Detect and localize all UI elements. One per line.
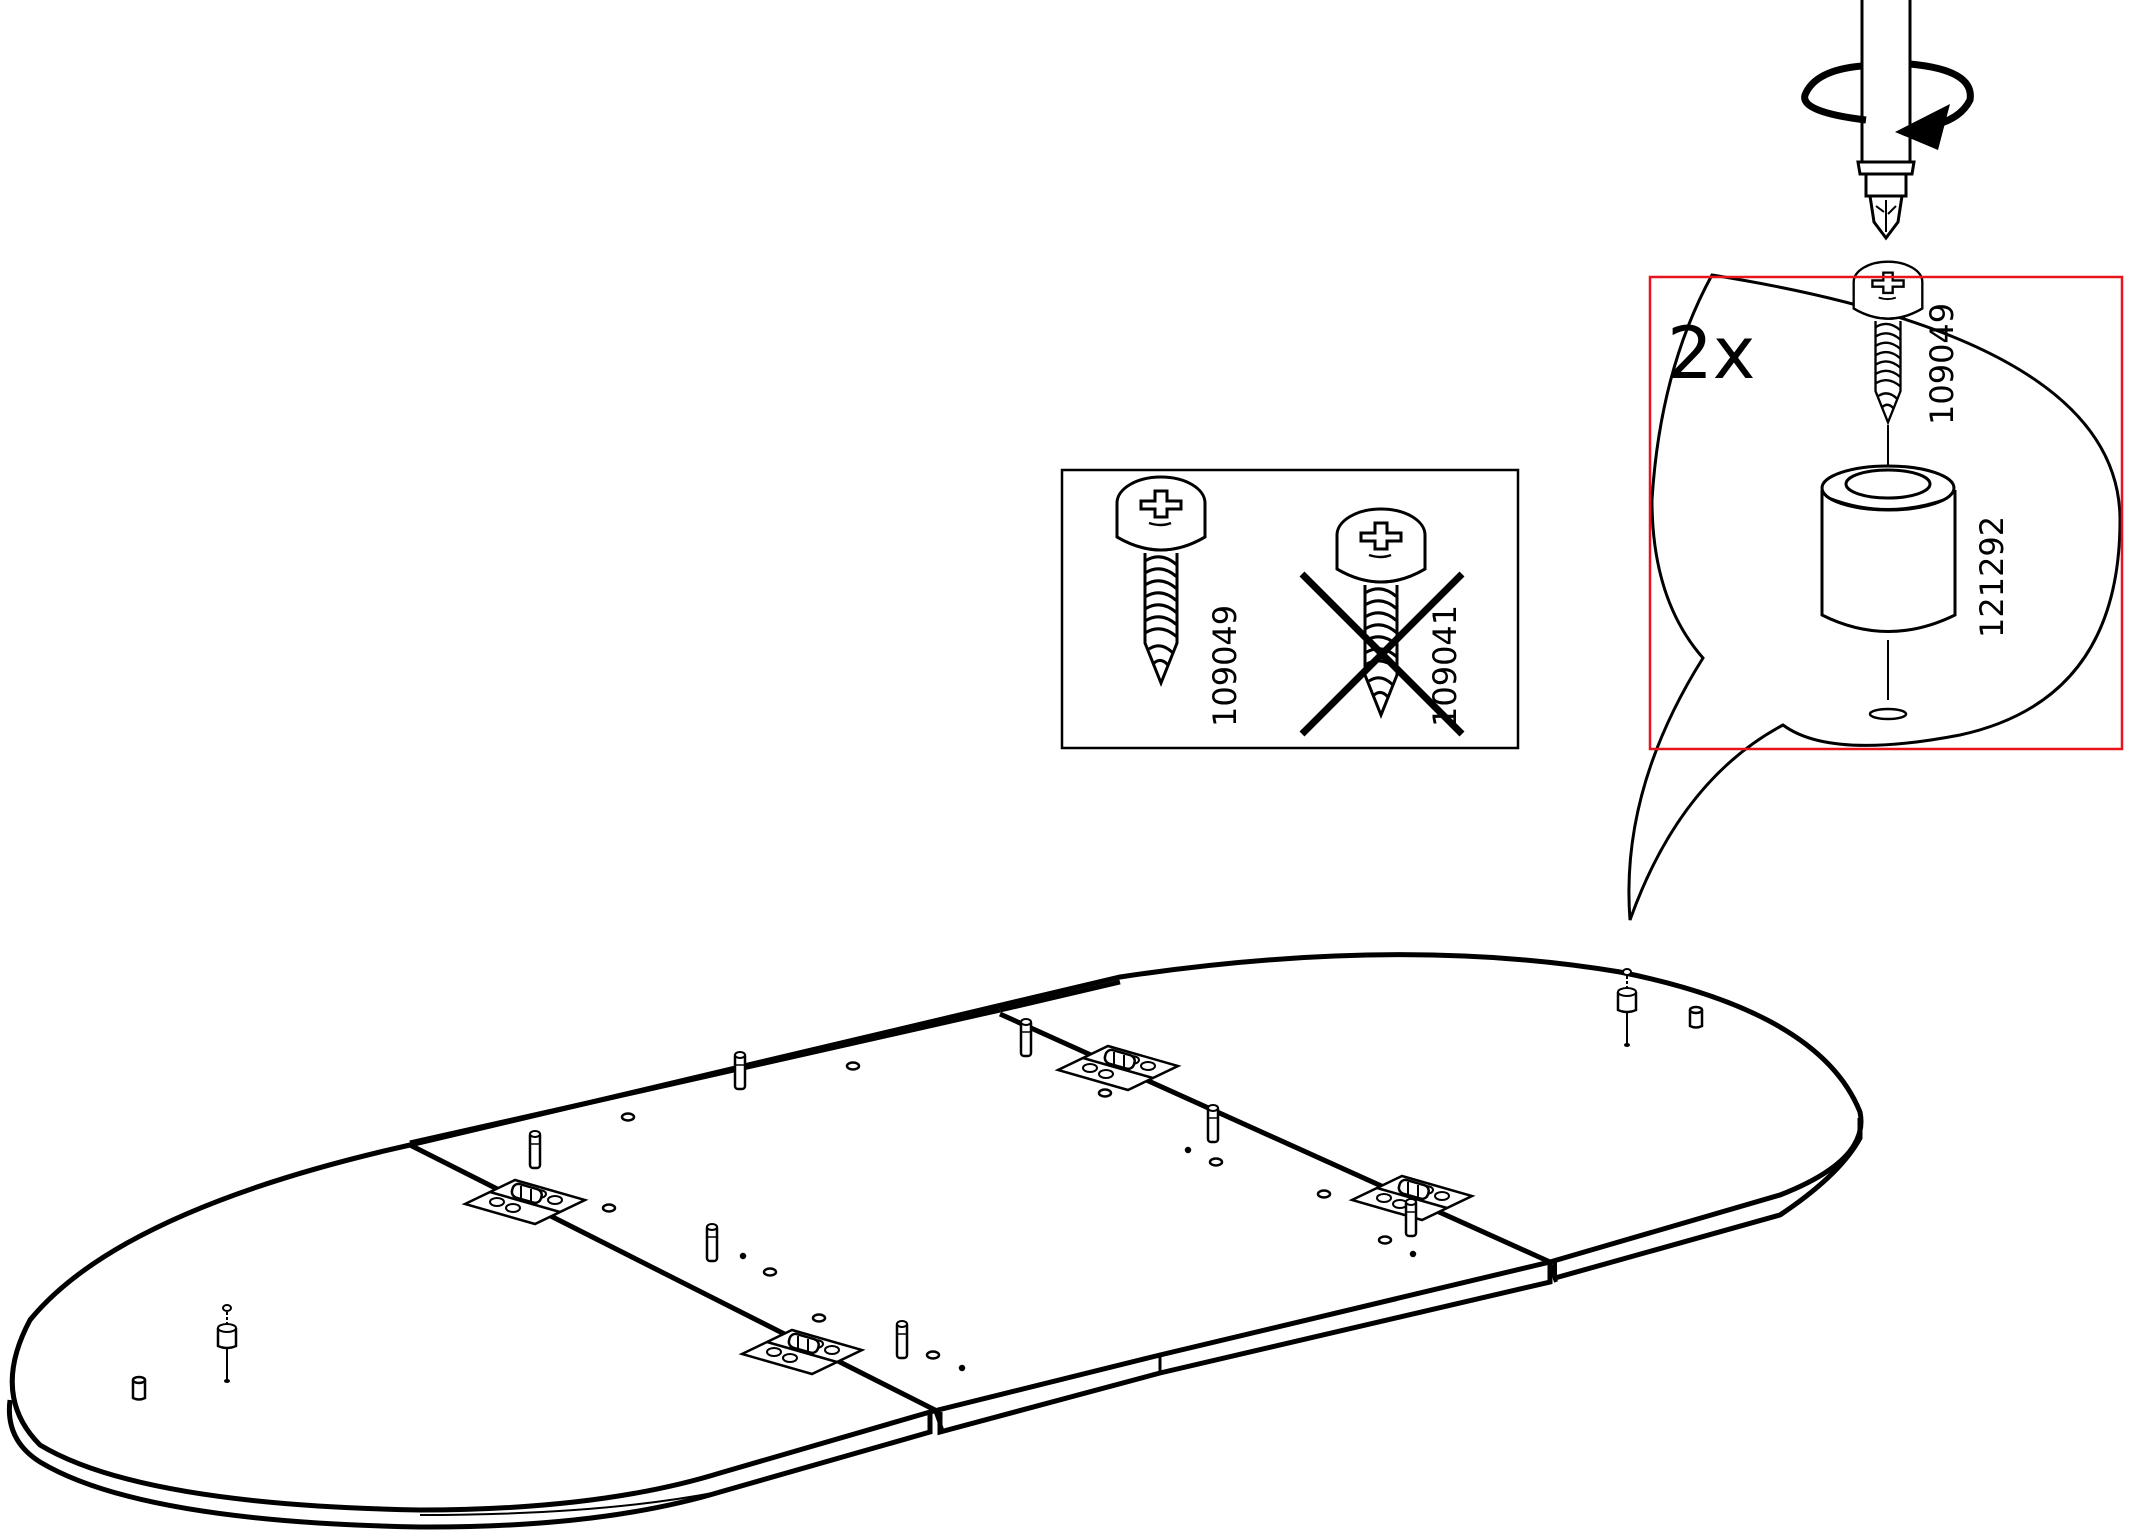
dowel-icon [895, 1319, 909, 1360]
table-top [6, 952, 1864, 1530]
dowel-icon [528, 1129, 542, 1170]
screw-comparison-panel: 109049 109041 [1060, 468, 1520, 750]
holes [601, 1061, 1417, 1372]
correct-screw-part-number: 109049 [1206, 605, 1244, 727]
highlight-box [1648, 275, 2124, 751]
dowel-icon [1019, 1017, 1033, 1058]
dowel-icon [705, 1222, 719, 1263]
small-foot-pads [131, 1005, 1704, 1401]
dowel-icon [1206, 1103, 1220, 1144]
dowel-icon [1404, 1197, 1418, 1238]
quantity-label: 2x [1667, 311, 1755, 395]
wrong-screw-part-number: 109041 [1426, 605, 1464, 727]
screwdriver-icon [1856, 0, 1916, 241]
foot-part-number: 121292 [1973, 516, 2011, 638]
rotation-arrow-icon [1801, 60, 1974, 150]
screw-part-number: 109049 [1923, 303, 1961, 425]
detail-callout: 2x 109049 121292 [1627, 260, 2122, 921]
dowel-icon [733, 1050, 747, 1091]
foot-pad-icon [1820, 464, 1957, 721]
cross-mark-icon [1299, 571, 1465, 737]
